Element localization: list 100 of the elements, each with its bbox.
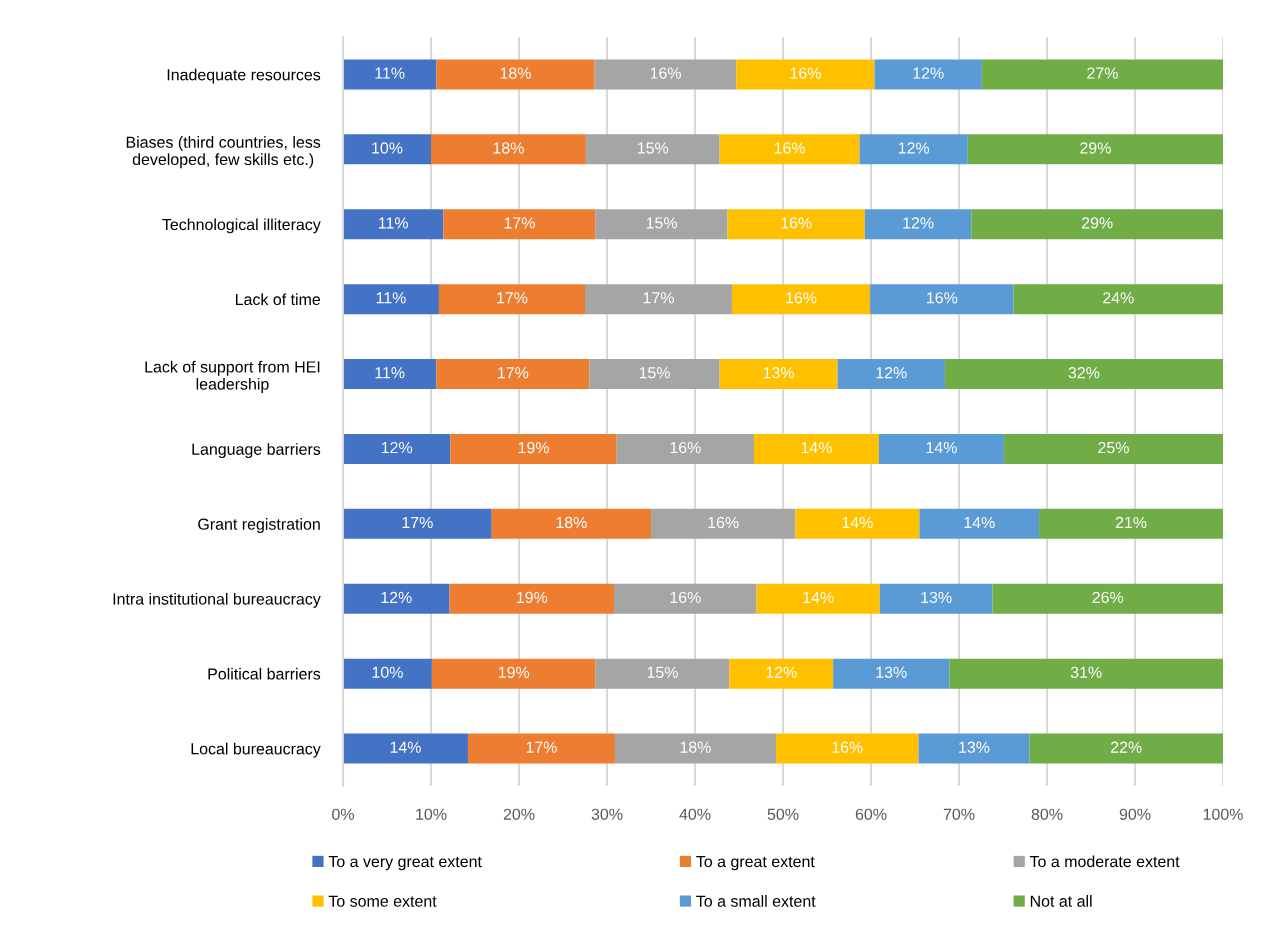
data-label: 10% [372, 666, 403, 678]
bar [1039, 508, 1223, 539]
data-label: 11% [376, 292, 406, 304]
data-label: 24% [1103, 292, 1134, 304]
data-label: 13% [959, 741, 990, 753]
data-label: 15% [646, 217, 677, 229]
bar [450, 433, 617, 464]
data-label: 19% [498, 666, 530, 678]
bar [719, 134, 860, 165]
bar [795, 508, 920, 539]
bar [614, 583, 757, 614]
data-label: 16% [786, 292, 817, 304]
data-label: 14% [801, 442, 832, 454]
bar [595, 209, 728, 240]
data-label: 19% [518, 441, 549, 454]
y-tick-label: Language barriers [192, 443, 321, 459]
bar [343, 359, 437, 390]
bar [651, 508, 796, 539]
x-tick-label: 50% [767, 808, 799, 820]
data-label: 14% [803, 591, 834, 603]
data-label: 12% [903, 217, 934, 229]
data-label: 12% [381, 441, 413, 454]
data-label: 12% [876, 367, 907, 379]
bar [343, 733, 468, 764]
y-tick-label: Political barriers [208, 667, 321, 680]
bar [467, 733, 615, 764]
data-label: 17% [498, 367, 529, 379]
data-label: 18% [500, 67, 531, 79]
data-label: 14% [964, 516, 995, 529]
bar [756, 583, 880, 614]
bar [616, 433, 754, 464]
data-label: 29% [1081, 217, 1113, 229]
data-label: 22% [1111, 741, 1142, 753]
bar [949, 658, 1223, 689]
bar [879, 583, 993, 614]
bar [753, 433, 879, 464]
data-label: 17% [402, 516, 433, 529]
y-tick-label: Local bureaucracy [191, 742, 321, 758]
bar [864, 209, 972, 240]
data-label: 16% [774, 142, 806, 154]
bar [727, 209, 865, 240]
data-label: 18% [680, 741, 711, 753]
x-tick-label: 20% [503, 808, 535, 820]
bar [614, 733, 776, 764]
data-label: 17% [526, 741, 557, 753]
data-label: 25% [1098, 441, 1129, 454]
data-label: 12% [898, 142, 930, 154]
bar [731, 284, 871, 315]
bar [343, 508, 492, 539]
data-label: 12% [381, 591, 412, 603]
bar [719, 359, 838, 390]
bar [729, 658, 834, 689]
data-label: 12% [913, 67, 944, 79]
bar [878, 433, 1004, 464]
bar [491, 508, 651, 539]
data-label: 16% [781, 217, 812, 229]
bar [343, 583, 450, 614]
data-label: 17% [643, 292, 674, 304]
bar [837, 359, 945, 390]
data-label: 16% [790, 67, 821, 79]
data-label: 26% [1092, 591, 1124, 604]
data-label: 16% [927, 292, 958, 304]
x-tick-label: 10% [416, 808, 447, 820]
x-tick-label: 100% [1203, 808, 1243, 820]
y-tick-label: Biases (third countries, less developed, few skills etc.) [126, 136, 321, 169]
bar [833, 658, 950, 689]
bar [343, 134, 431, 165]
bar [859, 134, 968, 165]
data-label: 31% [1070, 666, 1102, 678]
bar [775, 733, 919, 764]
bar [436, 59, 595, 90]
data-label: 27% [1087, 67, 1118, 79]
bar [585, 284, 732, 315]
data-label: 15% [639, 367, 670, 379]
y-tick-label: Lack of time [235, 293, 321, 306]
bar [874, 59, 982, 90]
bar [343, 59, 437, 90]
bar [595, 658, 730, 689]
data-label: 16% [650, 67, 681, 79]
bar [431, 134, 586, 165]
bar [967, 134, 1223, 165]
data-label: 14% [842, 516, 873, 529]
data-label: 12% [766, 666, 797, 678]
bar [443, 209, 596, 240]
bar [436, 359, 590, 390]
data-label: 19% [516, 591, 548, 604]
legend-label: To a small extent [696, 895, 816, 907]
data-label: 10% [372, 142, 403, 154]
bar [944, 359, 1223, 390]
legend-label: To a moderate extent [1029, 855, 1180, 868]
bar [594, 59, 737, 90]
bar [1029, 733, 1223, 764]
data-label: 11% [375, 67, 405, 79]
x-tick-label: 30% [591, 808, 623, 820]
legend-label: To a very great extent [328, 856, 482, 871]
bar [1003, 433, 1223, 464]
data-label: 16% [670, 591, 701, 604]
bar [992, 583, 1223, 614]
bar [431, 658, 596, 689]
bar [343, 658, 432, 689]
